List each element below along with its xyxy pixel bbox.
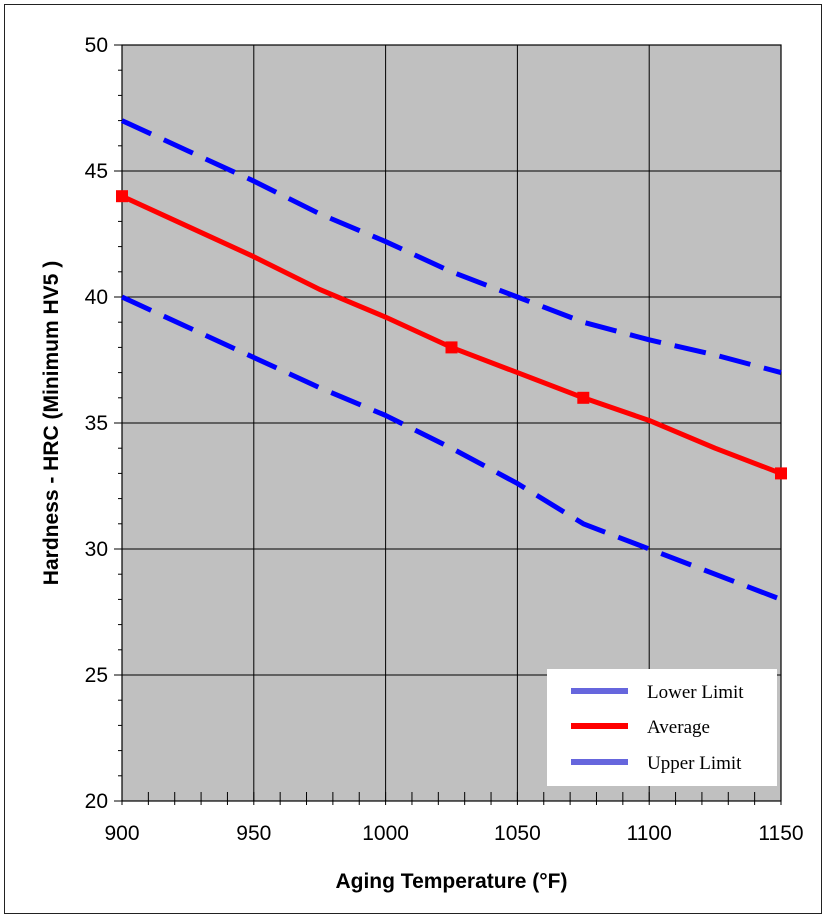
y-tick-label-40: 40 [85,286,108,309]
legend-label-lower-limit: Lower Limit [647,682,744,703]
y-tick-label-30: 30 [85,538,108,561]
legend-label-upper-limit: Upper Limit [647,753,742,774]
marker-900-44 [116,190,128,203]
y-tick-labels: 20 25 30 35 40 45 50 [85,34,108,813]
x-axis-title: Aging Temperature (°F) [335,870,567,893]
x-tick-label-1000: 1000 [362,822,409,845]
marker-1150-33 [775,467,787,480]
x-tick-label-950: 950 [236,822,271,845]
series-line-upper-limit [120,118,782,376]
legend-label-average: Average [647,717,710,738]
chart-frame [4,4,822,914]
marker-1025-38 [445,341,458,354]
legend: Lower Limit Average Upper Limit [547,669,777,786]
x-tick-label-900: 900 [104,822,139,845]
series-line-lower-limit [120,294,782,602]
y-tick-label-45: 45 [85,160,108,183]
plot-border [121,44,782,802]
y-tick-label-25: 25 [85,664,108,687]
x-tick-label-1150: 1150 [758,822,803,845]
x-tick-label-1050: 1050 [494,822,541,845]
legend-item-upper-limit: Upper Limit [571,753,742,774]
legend-item-average: Average [571,717,710,738]
marker-1075-36 [577,391,590,404]
x-tick-labels: 900 950 1000 1050 1100 1150 [104,822,803,845]
y-tick-label-50: 50 [85,34,108,57]
y-tick-label-35: 35 [85,412,108,435]
y-axis-title: Hardness - HRC (Minimum HV5 ) [40,261,63,585]
series-group [116,118,787,602]
y-tick-label-20: 20 [85,790,108,813]
x-tick-label-1100: 1100 [627,822,672,845]
legend-item-lower-limit: Lower Limit [571,682,744,703]
